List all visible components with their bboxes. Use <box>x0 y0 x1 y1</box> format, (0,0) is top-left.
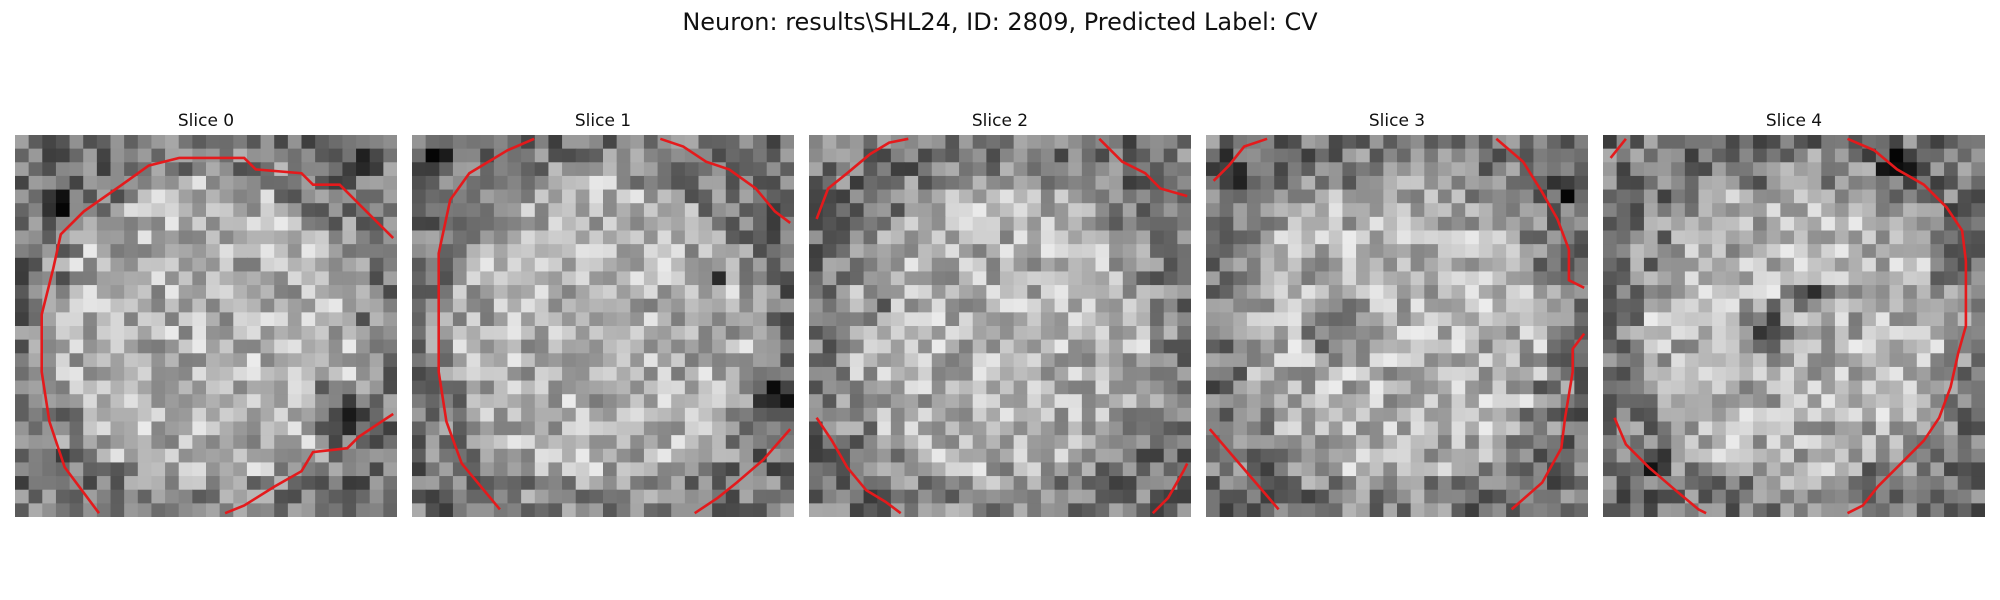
contour-line <box>815 416 902 515</box>
contour-line <box>1613 417 1707 515</box>
contour-line <box>659 137 791 224</box>
contour-line <box>1846 137 1968 515</box>
slice-title-1: Slice 1 <box>574 111 632 131</box>
contour-line <box>40 156 395 514</box>
slice-image-1 <box>412 135 794 517</box>
pixel-grid <box>1206 135 1588 517</box>
slice-panel-0: Slice 0 <box>15 110 397 517</box>
contour-line <box>1208 428 1280 511</box>
slice-panel-4: Slice 4 <box>1603 110 1985 517</box>
slice-title-3: Slice 3 <box>1368 111 1426 131</box>
contour-line <box>1212 137 1268 182</box>
contour-line <box>1510 332 1586 511</box>
contour-line <box>1098 137 1188 198</box>
pixel-grid <box>809 135 1191 517</box>
contour-line <box>1609 137 1627 159</box>
slice-panel-1: Slice 1 <box>412 110 794 517</box>
contour-line <box>1495 137 1585 289</box>
slice-image-4 <box>1603 135 1985 517</box>
pixel-grid <box>1603 135 1985 517</box>
pixel-grid <box>412 135 794 517</box>
slice-image-2 <box>809 135 1191 517</box>
slice-panel-3: Slice 3 <box>1206 110 1588 517</box>
pixel-grid <box>15 135 397 517</box>
contour-line <box>437 137 535 511</box>
slice-title-2: Slice 2 <box>971 111 1029 131</box>
slice-image-3 <box>1206 135 1588 517</box>
contour-line <box>693 428 792 515</box>
slice-image-0 <box>15 135 397 517</box>
slice-panel-2: Slice 2 <box>809 110 1191 517</box>
figure-title: Neuron: results\SHL24, ID: 2809, Predict… <box>682 8 1318 36</box>
contour-line <box>1151 462 1189 515</box>
contour-line <box>815 137 909 220</box>
contour-line <box>224 412 394 515</box>
slice-title-4: Slice 4 <box>1765 111 1823 131</box>
slice-title-0: Slice 0 <box>177 111 235 131</box>
